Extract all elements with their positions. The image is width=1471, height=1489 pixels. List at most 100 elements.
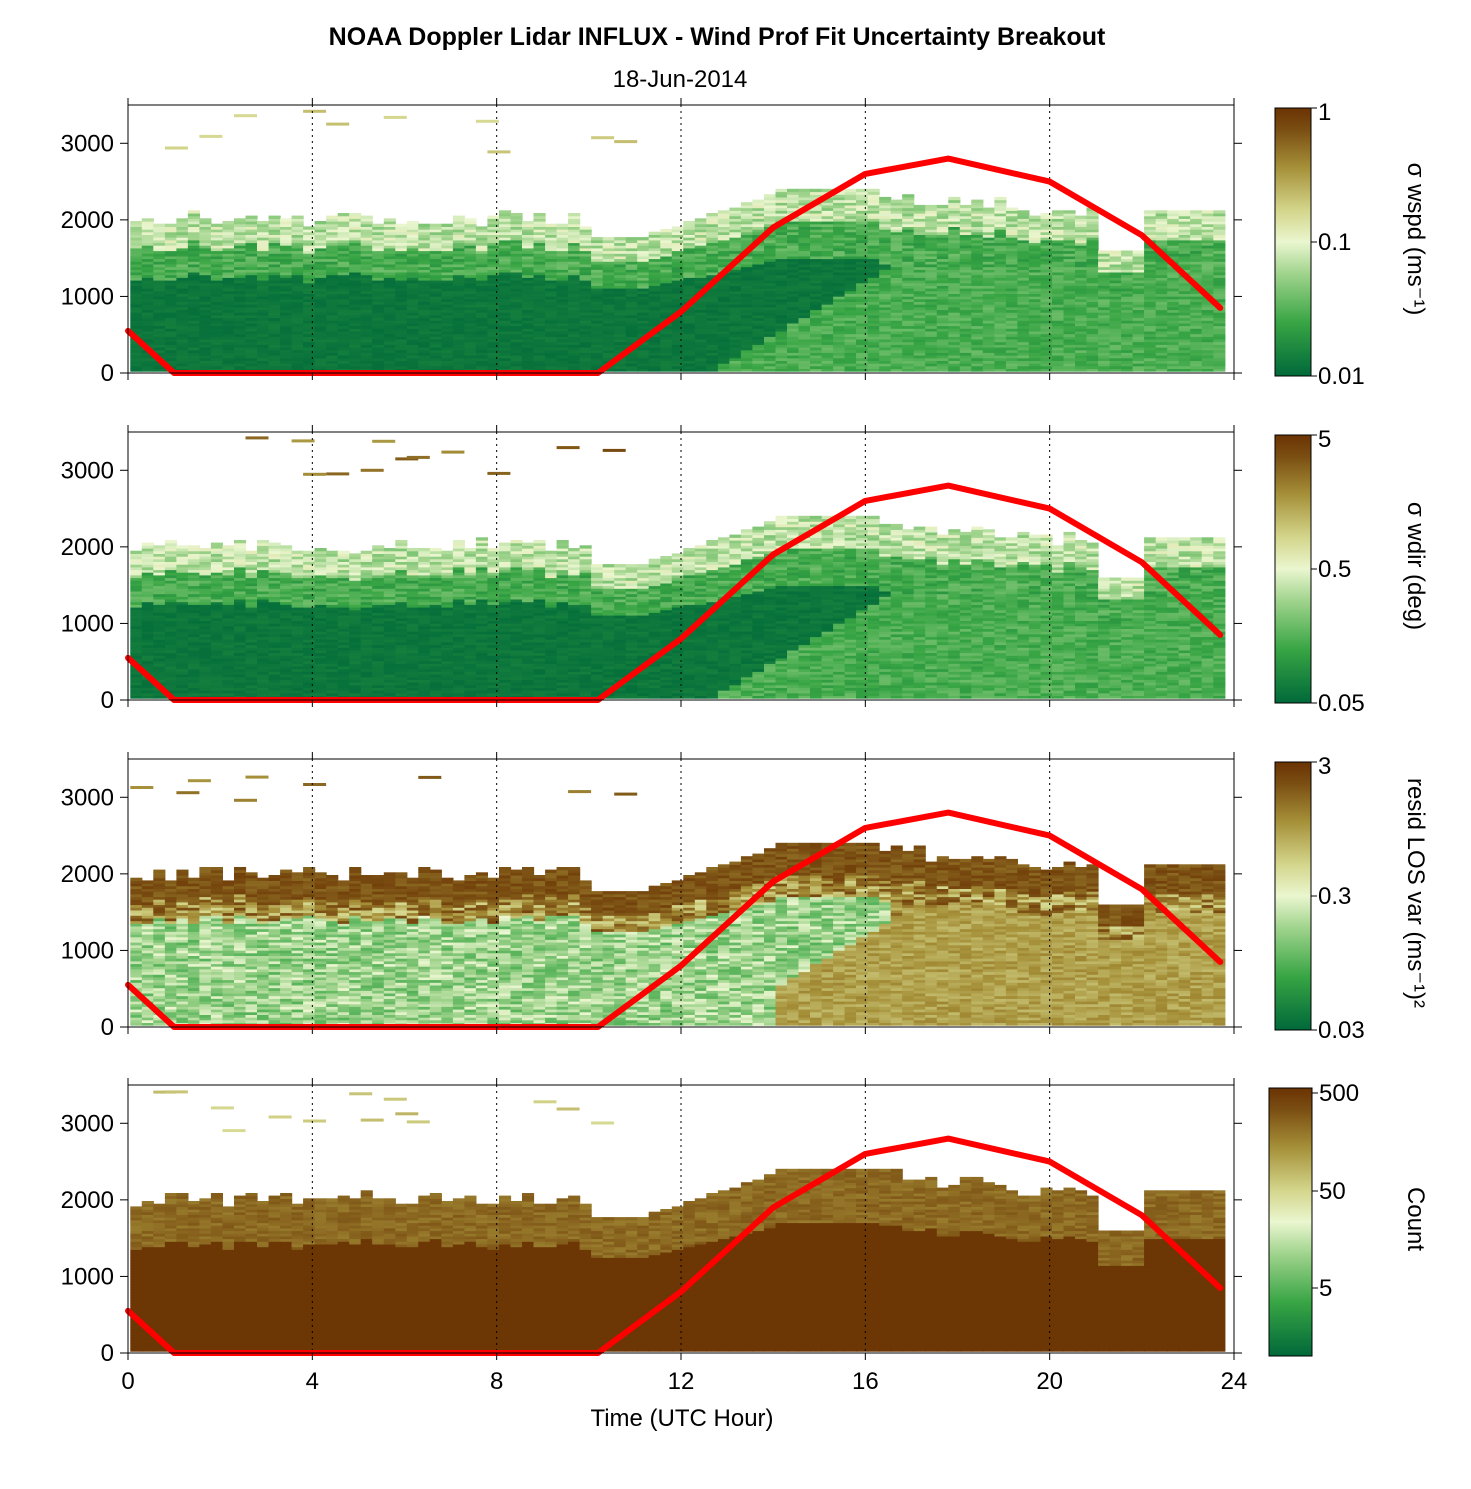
heatmap-cell	[326, 229, 339, 233]
heatmap-cell	[902, 253, 915, 257]
heatmap-cell	[810, 239, 823, 244]
heatmap-cell	[418, 290, 431, 294]
heatmap-cell	[199, 365, 212, 369]
heatmap-cell	[833, 288, 846, 292]
heatmap-cell	[948, 258, 961, 262]
heatmap-cell	[798, 352, 811, 356]
heatmap-cell	[775, 363, 788, 367]
heatmap-cell	[545, 263, 558, 268]
heatmap-cell	[222, 221, 235, 225]
heatmap-cell	[176, 266, 189, 270]
heatmap-cell	[683, 231, 696, 235]
heatmap-cell	[210, 239, 223, 244]
heatmap-cell	[176, 261, 189, 265]
heatmap-cell	[545, 344, 558, 348]
heatmap-cell	[971, 199, 984, 203]
heatmap-cell	[141, 293, 154, 297]
heatmap-cell	[637, 274, 650, 278]
heatmap-cell	[740, 338, 753, 343]
heatmap-cell	[683, 242, 696, 246]
heatmap-cell	[568, 347, 581, 351]
heatmap-cell	[291, 247, 304, 252]
heatmap-cell	[141, 336, 154, 340]
heatmap-cell	[568, 320, 581, 324]
heatmap-cell	[706, 301, 719, 305]
heatmap-cell	[487, 280, 500, 284]
heatmap-cell	[902, 255, 915, 260]
heatmap-cell	[326, 293, 339, 297]
heatmap-cell	[637, 306, 650, 311]
heatmap-cell	[245, 312, 258, 316]
heatmap-cell	[130, 285, 143, 289]
heatmap-cell	[349, 317, 362, 321]
heatmap-cell	[833, 261, 846, 265]
heatmap-cell	[314, 288, 327, 292]
heatmap-cell	[821, 322, 834, 327]
heatmap-cell	[625, 280, 638, 284]
heatmap-cell	[533, 328, 546, 332]
heatmap-cell	[740, 306, 753, 311]
heatmap-cell	[775, 253, 788, 257]
heatmap-cell	[510, 341, 523, 345]
heatmap-cell	[522, 255, 535, 260]
heatmap-cell	[706, 290, 719, 294]
heatmap-cell	[418, 250, 431, 254]
heatmap-cell	[130, 368, 143, 372]
heatmap-cell	[913, 357, 926, 361]
heatmap-cell	[775, 328, 788, 332]
heatmap-cell	[833, 218, 846, 222]
heatmap-cell	[280, 274, 293, 278]
heatmap-cell	[890, 210, 903, 214]
heatmap-cell	[591, 258, 604, 262]
heatmap-cell	[130, 234, 143, 238]
heatmap-cell	[740, 330, 753, 335]
heatmap-cell	[326, 250, 339, 254]
heatmap-cell	[314, 263, 327, 268]
heatmap-cell	[441, 333, 454, 337]
heatmap-cell	[844, 221, 857, 225]
heatmap-cell	[499, 271, 512, 276]
heatmap-cell	[625, 355, 638, 359]
heatmap-cell	[787, 352, 800, 356]
heatmap-cell	[637, 258, 650, 262]
heatmap-cell	[568, 245, 581, 249]
heatmap-cell	[602, 282, 615, 286]
heatmap-cell	[671, 365, 684, 369]
heatmap-cell	[867, 199, 880, 203]
heatmap-cell	[487, 296, 500, 300]
heatmap-cell	[660, 288, 673, 292]
heatmap-cell	[764, 213, 777, 217]
heatmap-cell	[660, 271, 673, 276]
heatmap-cell	[245, 306, 258, 311]
heatmap-cell	[418, 288, 431, 292]
heatmap-cell	[522, 261, 535, 265]
heatmap-cell	[372, 285, 385, 289]
heatmap-cell	[234, 338, 247, 343]
heatmap-cell	[291, 306, 304, 311]
heatmap-cell	[867, 202, 880, 206]
heatmap-cell	[602, 253, 615, 257]
heatmap-cell	[522, 336, 535, 340]
heatmap-cell	[360, 231, 373, 235]
heatmap-cell	[257, 285, 270, 289]
heatmap-cell	[694, 333, 707, 337]
heatmap-cell	[326, 352, 339, 356]
heatmap-cell	[372, 325, 385, 329]
heatmap-cell	[856, 338, 869, 343]
heatmap-cell	[522, 221, 535, 225]
heatmap-cell	[810, 269, 823, 273]
heatmap-cell	[856, 349, 869, 353]
heatmap-cell	[130, 282, 143, 286]
heatmap-cell	[902, 341, 915, 345]
heatmap-cell	[522, 338, 535, 343]
heatmap-cell	[245, 365, 258, 369]
heatmap-cell	[199, 269, 212, 273]
heatmap-cell	[729, 312, 742, 316]
heatmap-cell	[568, 341, 581, 345]
heatmap-cell	[602, 245, 615, 249]
heatmap-cell	[821, 341, 834, 345]
heatmap-cell	[291, 258, 304, 262]
heatmap-cell	[936, 266, 949, 270]
heatmap-cell	[925, 207, 938, 211]
heatmap-cell	[568, 306, 581, 311]
